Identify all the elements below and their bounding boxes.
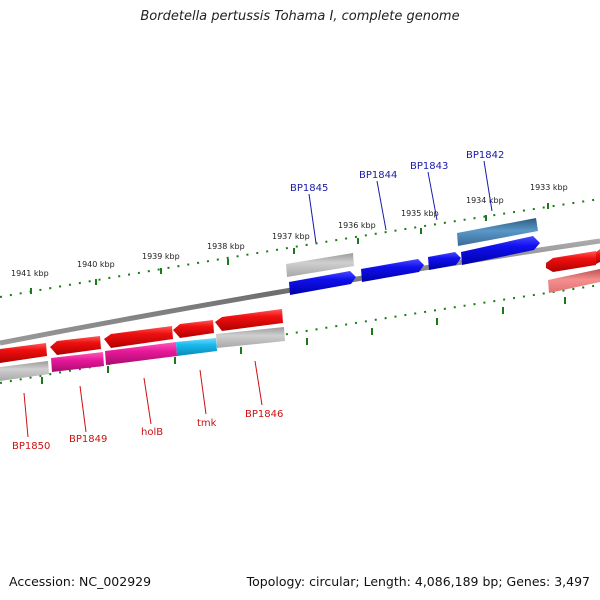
reverse-cds bbox=[173, 320, 214, 338]
kbp-label: 1941 kbp bbox=[11, 269, 49, 278]
magenta-cds bbox=[105, 342, 177, 365]
gene-label: BP1842 bbox=[466, 150, 504, 161]
steelblue-cds bbox=[457, 218, 538, 246]
ruler-labels: 1941 kbp 1940 kbp 1939 kbp 1938 kbp 1937… bbox=[11, 183, 568, 278]
outer-major-ticks bbox=[30, 203, 549, 294]
magenta-cds bbox=[51, 352, 104, 372]
gene-label: tmk bbox=[197, 418, 217, 429]
gray-feature bbox=[216, 327, 285, 348]
forward-cds bbox=[361, 259, 424, 282]
kbp-label: 1939 kbp bbox=[142, 252, 180, 261]
gene-label: BP1845 bbox=[290, 183, 328, 194]
accession-text: Accession: NC_002929 bbox=[9, 574, 152, 589]
gene-label: BP1850 bbox=[12, 441, 50, 452]
reverse-cds bbox=[50, 336, 101, 355]
inner-major-ticks bbox=[41, 297, 566, 384]
forward-gene-labels: BP1845 BP1844 BP1843 BP1842 bbox=[290, 150, 504, 194]
map-title: Bordetella pertussis Tohama I, complete … bbox=[140, 9, 460, 24]
gene-label: BP1844 bbox=[359, 170, 397, 181]
forward-cds bbox=[461, 236, 540, 265]
gray-feature bbox=[286, 253, 354, 277]
kbp-label: 1933 kbp bbox=[530, 183, 568, 192]
cyan-cds bbox=[176, 338, 217, 356]
gray-feature bbox=[0, 361, 49, 381]
kbp-label: 1940 kbp bbox=[77, 260, 115, 269]
reverse-cds-right bbox=[596, 249, 600, 264]
reverse-cds bbox=[215, 309, 283, 331]
genome-summary-text: Topology: circular; Length: 4,086,189 bp… bbox=[246, 574, 590, 589]
inner-ruler-dots bbox=[0, 284, 600, 384]
forward-cds bbox=[289, 271, 356, 295]
kbp-label: 1935 kbp bbox=[401, 209, 439, 218]
gene-label: BP1849 bbox=[69, 434, 107, 445]
reverse-gene-labels: BP1850 BP1849 holB tmk BP1846 bbox=[12, 409, 283, 452]
reverse-cds bbox=[0, 343, 47, 363]
reverse-cds-right bbox=[546, 251, 596, 272]
kbp-label: 1937 kbp bbox=[272, 232, 310, 241]
reverse-cds bbox=[104, 326, 173, 348]
pink-cds bbox=[548, 269, 600, 293]
kbp-label: 1936 kbp bbox=[338, 221, 376, 230]
gene-label: holB bbox=[141, 427, 163, 438]
gene-label: BP1846 bbox=[245, 409, 283, 420]
gene-label: BP1843 bbox=[410, 161, 448, 172]
kbp-label: 1938 kbp bbox=[207, 242, 245, 251]
forward-cds bbox=[428, 252, 461, 270]
kbp-label: 1934 kbp bbox=[466, 196, 504, 205]
forward-features bbox=[286, 218, 600, 295]
label-leaders bbox=[23, 160, 493, 438]
reverse-features bbox=[0, 309, 285, 381]
